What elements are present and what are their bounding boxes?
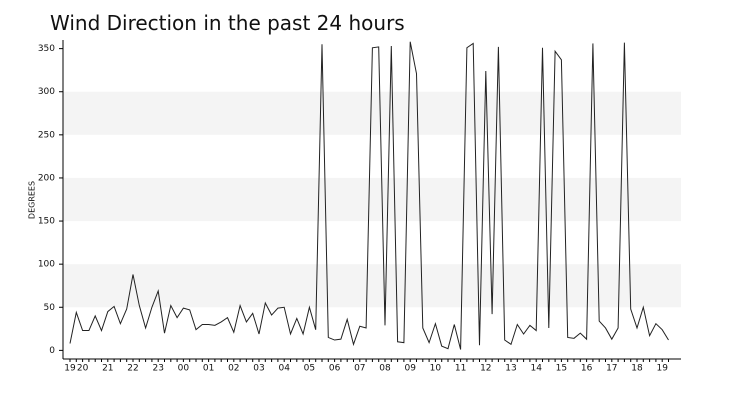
- grid-band: [63, 264, 681, 308]
- x-tick-label: 03: [253, 364, 264, 374]
- x-tick-label: 07: [354, 364, 365, 374]
- x-tick-label: 01: [203, 364, 214, 374]
- x-tick-label: 08: [379, 364, 391, 374]
- y-tick-label: 50: [44, 303, 56, 313]
- y-tick-label: 0: [49, 346, 55, 356]
- y-tick-label: 300: [38, 87, 55, 97]
- grid-band: [63, 177, 681, 222]
- x-tick-label: 19: [64, 364, 76, 374]
- data-line: [69, 41, 669, 350]
- x-tick-label: 09: [404, 364, 416, 374]
- y-tick-label: 350: [38, 44, 55, 54]
- y-axis-label: DEGREES: [28, 181, 37, 219]
- x-tick-label: 13: [505, 364, 516, 374]
- x-tick-label: 22: [127, 364, 138, 374]
- x-tick-label: 16: [581, 364, 593, 374]
- y-tick-label: 150: [38, 217, 55, 227]
- x-tick-label: 21: [102, 364, 113, 374]
- x-tick-label: 05: [304, 364, 315, 374]
- grid-band: [63, 91, 681, 135]
- x-tick-label: 06: [329, 364, 341, 374]
- x-tick-label: 19: [656, 364, 668, 374]
- y-tick-label: 100: [38, 260, 55, 270]
- x-tick-label: 20: [77, 364, 89, 374]
- y-tick-label: 250: [38, 130, 55, 140]
- x-tick-label: 18: [631, 364, 643, 374]
- x-tick-label: 00: [178, 364, 190, 374]
- x-tick-label: 02: [228, 364, 239, 374]
- x-tick-label: 04: [278, 364, 290, 374]
- y-tick-label: 200: [38, 173, 55, 183]
- chart-title: Wind Direction in the past 24 hours: [50, 11, 405, 35]
- x-tick-label: 15: [556, 364, 567, 374]
- x-tick-label: 17: [606, 364, 617, 374]
- x-tick-label: 14: [530, 364, 542, 374]
- x-tick-label: 11: [455, 364, 466, 374]
- x-tick-label: 10: [430, 364, 442, 374]
- x-tick-label: 23: [152, 364, 163, 374]
- x-tick-label: 12: [480, 364, 491, 374]
